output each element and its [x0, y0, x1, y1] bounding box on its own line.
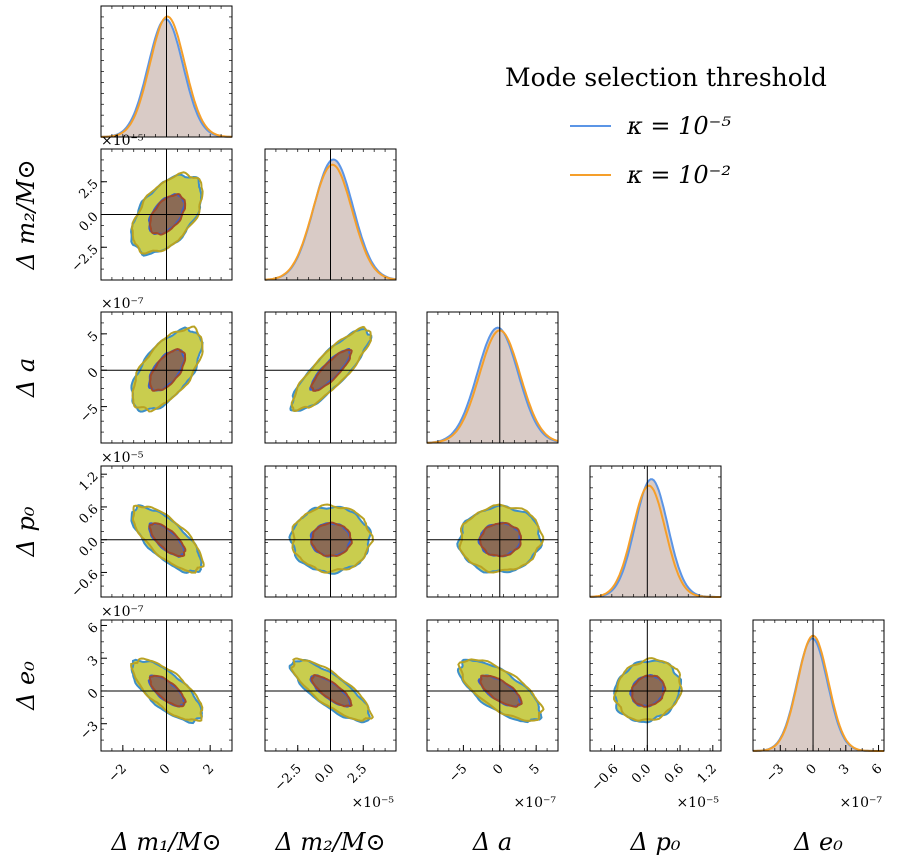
- x-axis-label-0: Δ m₁/M⊙: [110, 828, 221, 856]
- y-tick-label-1-2: 2.5: [76, 177, 101, 202]
- x-tick-label-1-2: 2.5: [345, 761, 370, 786]
- contour-panel-4-1: [264, 619, 397, 752]
- contour-outer-series-1: [290, 657, 374, 722]
- marginal-panel-4: [752, 619, 885, 752]
- marginal-fill-2: [427, 327, 558, 443]
- marginal-fill-4: [753, 638, 884, 751]
- y-tick-label-3-2: 0.6: [76, 502, 101, 527]
- x-axis-label-4: Δ e₀: [793, 828, 843, 856]
- x-axis-label-1: Δ m₂/M⊙: [274, 828, 385, 856]
- contour-outer-series-1: [457, 658, 545, 722]
- x-tick-label-3-3: 1.2: [695, 761, 720, 786]
- x-tick-label-2-2: 5: [527, 761, 543, 777]
- contour-panel-2-1: [264, 311, 397, 444]
- x-tick-label-3-2: 0.6: [662, 761, 687, 786]
- contour-inner-series-1: [631, 674, 667, 708]
- corner-panels: [100, 5, 885, 752]
- contour-outer-series-1: [458, 503, 545, 574]
- marginal-panel-3: [589, 465, 722, 598]
- y-tick-label-2-2: 5: [85, 329, 101, 345]
- y-tick-label-4-1: 0: [85, 686, 101, 702]
- y-tick-label-2-1: 0: [85, 365, 101, 381]
- x-axis-label-3: Δ p₀: [630, 828, 681, 856]
- marginal-panel-0: [100, 5, 233, 138]
- y-tick-label-1-1: 0.0: [76, 210, 101, 235]
- y-axis-label-1: Δ m₂/M⊙: [12, 159, 40, 270]
- legend-title: Mode selection threshold: [505, 63, 827, 92]
- y-tick-label-1-0: −2.5: [69, 242, 102, 275]
- contour-panel-2-0: [100, 311, 233, 444]
- legend-label-kappa-large: κ = 10⁻²: [626, 161, 731, 189]
- contour-panel-4-2: [426, 619, 559, 752]
- contour-inner-series-1: [479, 674, 523, 708]
- marginal-fill-3: [590, 479, 721, 597]
- contour-inner-series-1: [149, 347, 187, 392]
- contour-panel-1-0: [100, 148, 233, 281]
- x-tick-label-4-3: 6: [869, 761, 885, 777]
- contour-panel-4-0: [100, 619, 233, 752]
- x-exponent-3: ×10⁻⁵: [676, 795, 719, 811]
- contour-inner-series-1: [310, 673, 353, 708]
- contour-inner-series-1: [479, 522, 523, 558]
- x-tick-label-2-0: −5: [446, 761, 470, 785]
- y-axis-label-4: Δ e₀: [12, 661, 40, 711]
- axis-labels: −2 0 2 Δ m₁/M⊙ −2.5 0.0 2.5 ×10⁻⁵ Δ m₂/M⊙ −5 0 5 ×10…: [12, 133, 886, 856]
- x-tick-label-0-1: 0: [157, 761, 173, 777]
- marginal-panel-2: [426, 311, 559, 444]
- x-tick-label-1-1: 0.0: [312, 761, 337, 786]
- y-exponent-4: ×10⁻⁷: [101, 604, 144, 620]
- x-exponent-1: ×10⁻⁵: [351, 795, 394, 811]
- contour-panel-4-3: [589, 619, 722, 752]
- x-tick-label-4-2: 3: [836, 761, 852, 777]
- x-tick-label-3-0: −0.6: [589, 761, 622, 794]
- marginal-panel-1: [264, 148, 397, 281]
- contour-outer-series-1: [130, 657, 204, 722]
- x-exponent-2: ×10⁻⁷: [513, 795, 556, 811]
- contour-inner-series-1: [310, 348, 353, 392]
- y-tick-label-3-1: 0.0: [76, 535, 101, 560]
- marginal-curve-2-series-1: [426, 329, 559, 444]
- x-exponent-4: ×10⁻⁷: [839, 795, 882, 811]
- contour-inner-series-1: [148, 674, 187, 708]
- x-tick-label-1-0: −2.5: [272, 761, 305, 794]
- contour-inner-series-1: [148, 522, 187, 558]
- y-tick-label-3-0: −0.6: [69, 567, 102, 600]
- x-tick-label-3-1: 0.0: [629, 761, 654, 786]
- x-tick-label-0-0: −2: [106, 761, 130, 785]
- legend: Mode selection threshold κ = 10⁻⁵ κ = 10…: [505, 63, 827, 189]
- contour-inner-series-1: [148, 193, 187, 236]
- y-tick-label-2-0: −5: [77, 402, 101, 426]
- contour-panel-3-2: [426, 465, 559, 598]
- contour-outer-series-1: [131, 325, 204, 413]
- x-tick-label-4-0: −3: [763, 761, 787, 785]
- y-tick-label-4-0: −3: [77, 719, 101, 743]
- y-exponent-1: ×10⁻⁵: [101, 133, 144, 149]
- marginal-curve-2-series-0: [426, 326, 559, 444]
- y-exponent-3: ×10⁻⁵: [101, 450, 144, 466]
- contour-outer-series-1: [132, 504, 205, 574]
- y-tick-label-3-3: 1.2: [76, 469, 101, 494]
- y-axis-label-3: Δ p₀: [12, 506, 40, 557]
- legend-label-kappa-small: κ = 10⁻⁵: [626, 112, 731, 140]
- contour-panel-3-0: [100, 465, 233, 598]
- contour-outer-series-1: [612, 657, 683, 722]
- x-tick-label-2-1: 0: [490, 761, 506, 777]
- y-tick-label-4-2: 3: [85, 653, 101, 669]
- contour-outer-series-1: [291, 503, 374, 574]
- x-tick-label-0-2: 2: [201, 761, 217, 777]
- y-axis-label-2: Δ a: [12, 358, 40, 398]
- x-tick-label-4-1: 0: [804, 761, 820, 777]
- y-exponent-2: ×10⁻⁷: [101, 296, 144, 312]
- contour-outer-series-1: [130, 171, 204, 255]
- y-tick-label-4-3: 6: [85, 621, 101, 637]
- contour-panel-3-1: [264, 465, 397, 598]
- x-axis-label-2: Δ a: [472, 828, 512, 856]
